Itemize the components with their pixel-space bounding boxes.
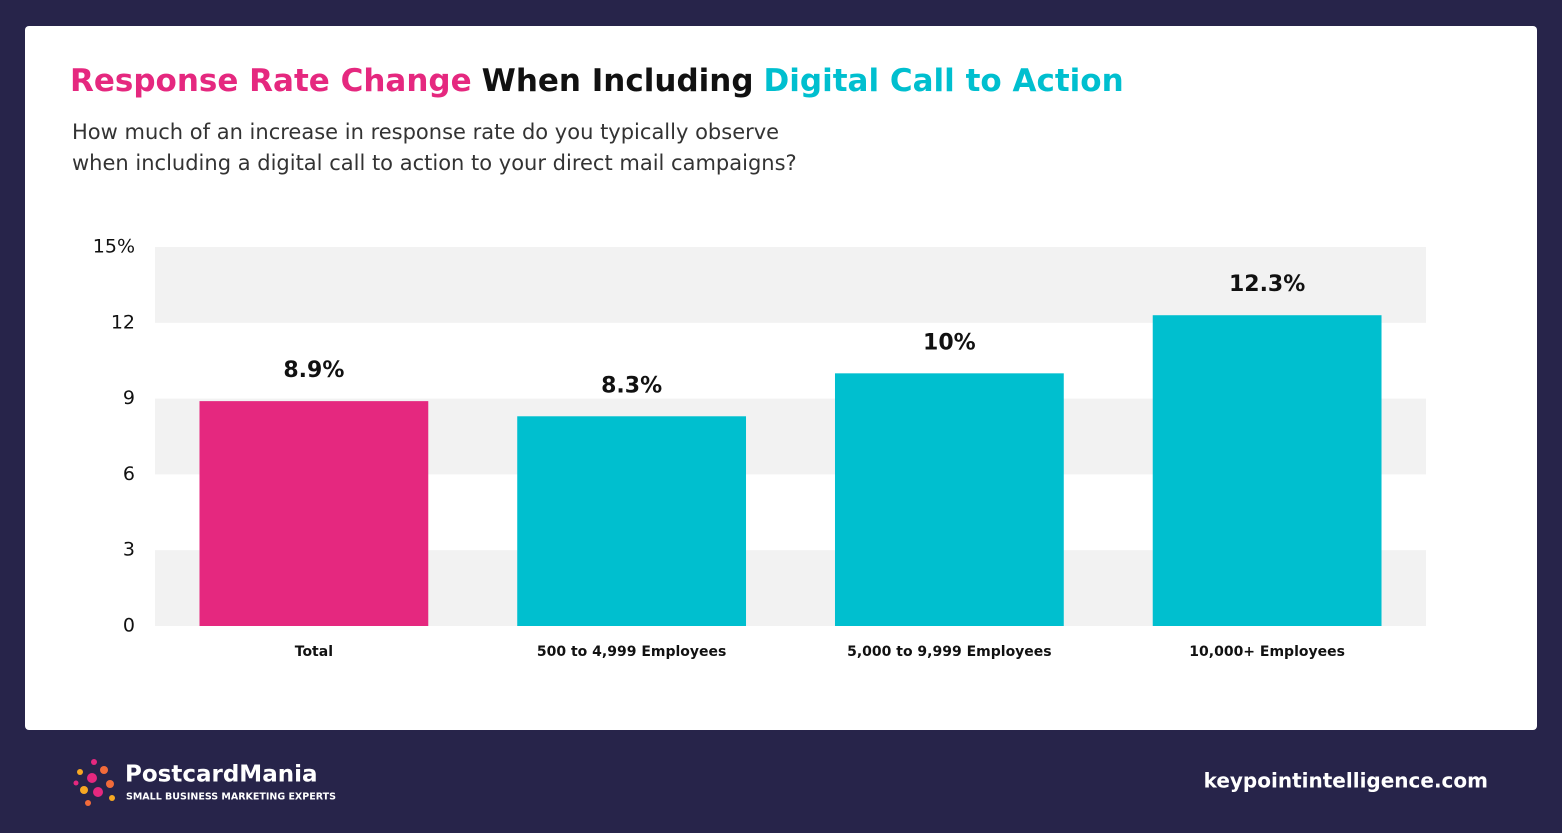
- y-tick-label: 15%: [93, 236, 135, 258]
- chart-title: Response Rate Change When Including Digita…: [70, 63, 1124, 99]
- value-label: 10%: [923, 330, 976, 355]
- y-tick-label: 9: [123, 387, 135, 409]
- bar: [834, 373, 1064, 626]
- y-tick-label: 0: [123, 615, 135, 637]
- y-tick-label: 12: [111, 311, 135, 333]
- title-part: Response Rate Change: [70, 63, 472, 99]
- grid-band: [155, 247, 1426, 323]
- title-part: Digital Call to Action: [764, 63, 1124, 99]
- x-tick-label: 10,000+ Employees: [1189, 644, 1345, 660]
- bar: [199, 401, 429, 626]
- value-label: 12.3%: [1229, 272, 1305, 297]
- y-tick-label: 6: [123, 463, 135, 485]
- subtitle: How much of an increase in response rate…: [72, 120, 779, 144]
- logo: [73, 759, 115, 806]
- value-label: 8.3%: [601, 373, 662, 398]
- title-part: When Including: [482, 63, 754, 99]
- bar: [517, 416, 747, 626]
- source: keypointintelligence.com: [1204, 769, 1488, 793]
- y-tick-label: 3: [123, 539, 135, 561]
- tagline: SMALL BUSINESS MARKETING EXPERTS: [126, 792, 336, 803]
- brand: PostcardMania: [125, 762, 318, 788]
- x-tick-label: 5,000 to 9,999 Employees: [847, 644, 1052, 660]
- value-label: 8.9%: [283, 358, 344, 383]
- subtitle: when including a digital call to action …: [72, 151, 797, 175]
- x-tick-label: 500 to 4,999 Employees: [537, 644, 726, 660]
- bar: [1152, 315, 1382, 626]
- x-tick-label: Total: [295, 644, 333, 660]
